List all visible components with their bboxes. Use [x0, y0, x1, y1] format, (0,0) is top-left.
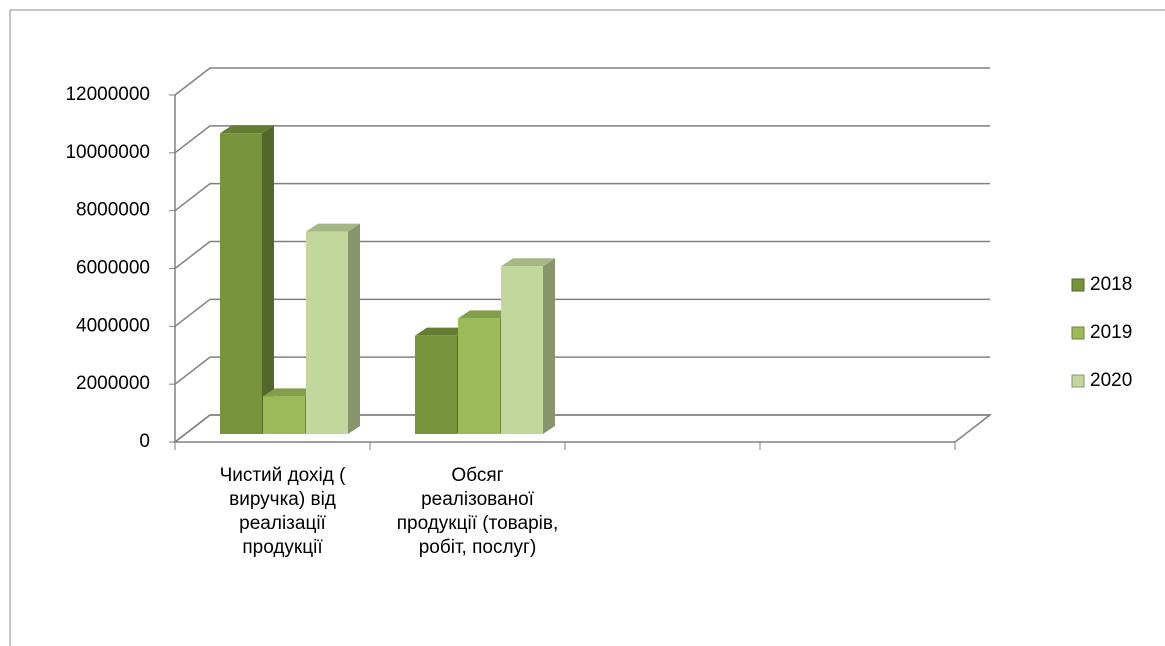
bar — [220, 133, 262, 434]
y-tick-label: 6000000 — [76, 258, 150, 279]
bar-top — [306, 223, 360, 232]
legend-label: 2018 — [1090, 274, 1132, 295]
floor — [172, 414, 993, 443]
grid-line — [174, 356, 990, 385]
bar-side — [543, 258, 555, 434]
frame — [9, 9, 1165, 646]
y-tick-label: 12000000 — [65, 84, 150, 105]
x-tick-label: Чистий дохід ( виручка) від реалізації п… — [219, 465, 346, 558]
grid-line — [174, 67, 990, 96]
bar-top — [220, 125, 274, 134]
y-tick-label: 0 — [139, 431, 150, 452]
bar — [501, 266, 543, 434]
legend-label: 2019 — [1090, 322, 1132, 343]
legend-label: 2020 — [1090, 370, 1132, 391]
y-tick-label: 2000000 — [76, 373, 150, 394]
grid-line — [174, 182, 990, 212]
legend-swatch — [1071, 374, 1085, 388]
bar-side — [348, 223, 360, 434]
grid-line — [174, 298, 990, 327]
bar-top — [415, 327, 469, 336]
bar — [306, 231, 348, 434]
x-tick-label: Обсяг реалізованої продукції (товарів, р… — [396, 465, 559, 558]
bar — [415, 335, 457, 434]
bar — [263, 396, 305, 434]
legend-swatch — [1071, 326, 1085, 340]
bar-top — [263, 388, 317, 397]
bar-top — [501, 258, 555, 267]
y-tick-label: 8000000 — [76, 200, 150, 221]
bar-top — [458, 310, 512, 319]
grid-line — [174, 240, 990, 270]
legend-swatch — [1071, 278, 1085, 292]
y-tick-label: 10000000 — [65, 142, 150, 163]
grid-line — [174, 125, 990, 154]
bar — [458, 318, 500, 434]
y-tick-label: 4000000 — [76, 315, 150, 336]
bar-side — [262, 125, 274, 435]
